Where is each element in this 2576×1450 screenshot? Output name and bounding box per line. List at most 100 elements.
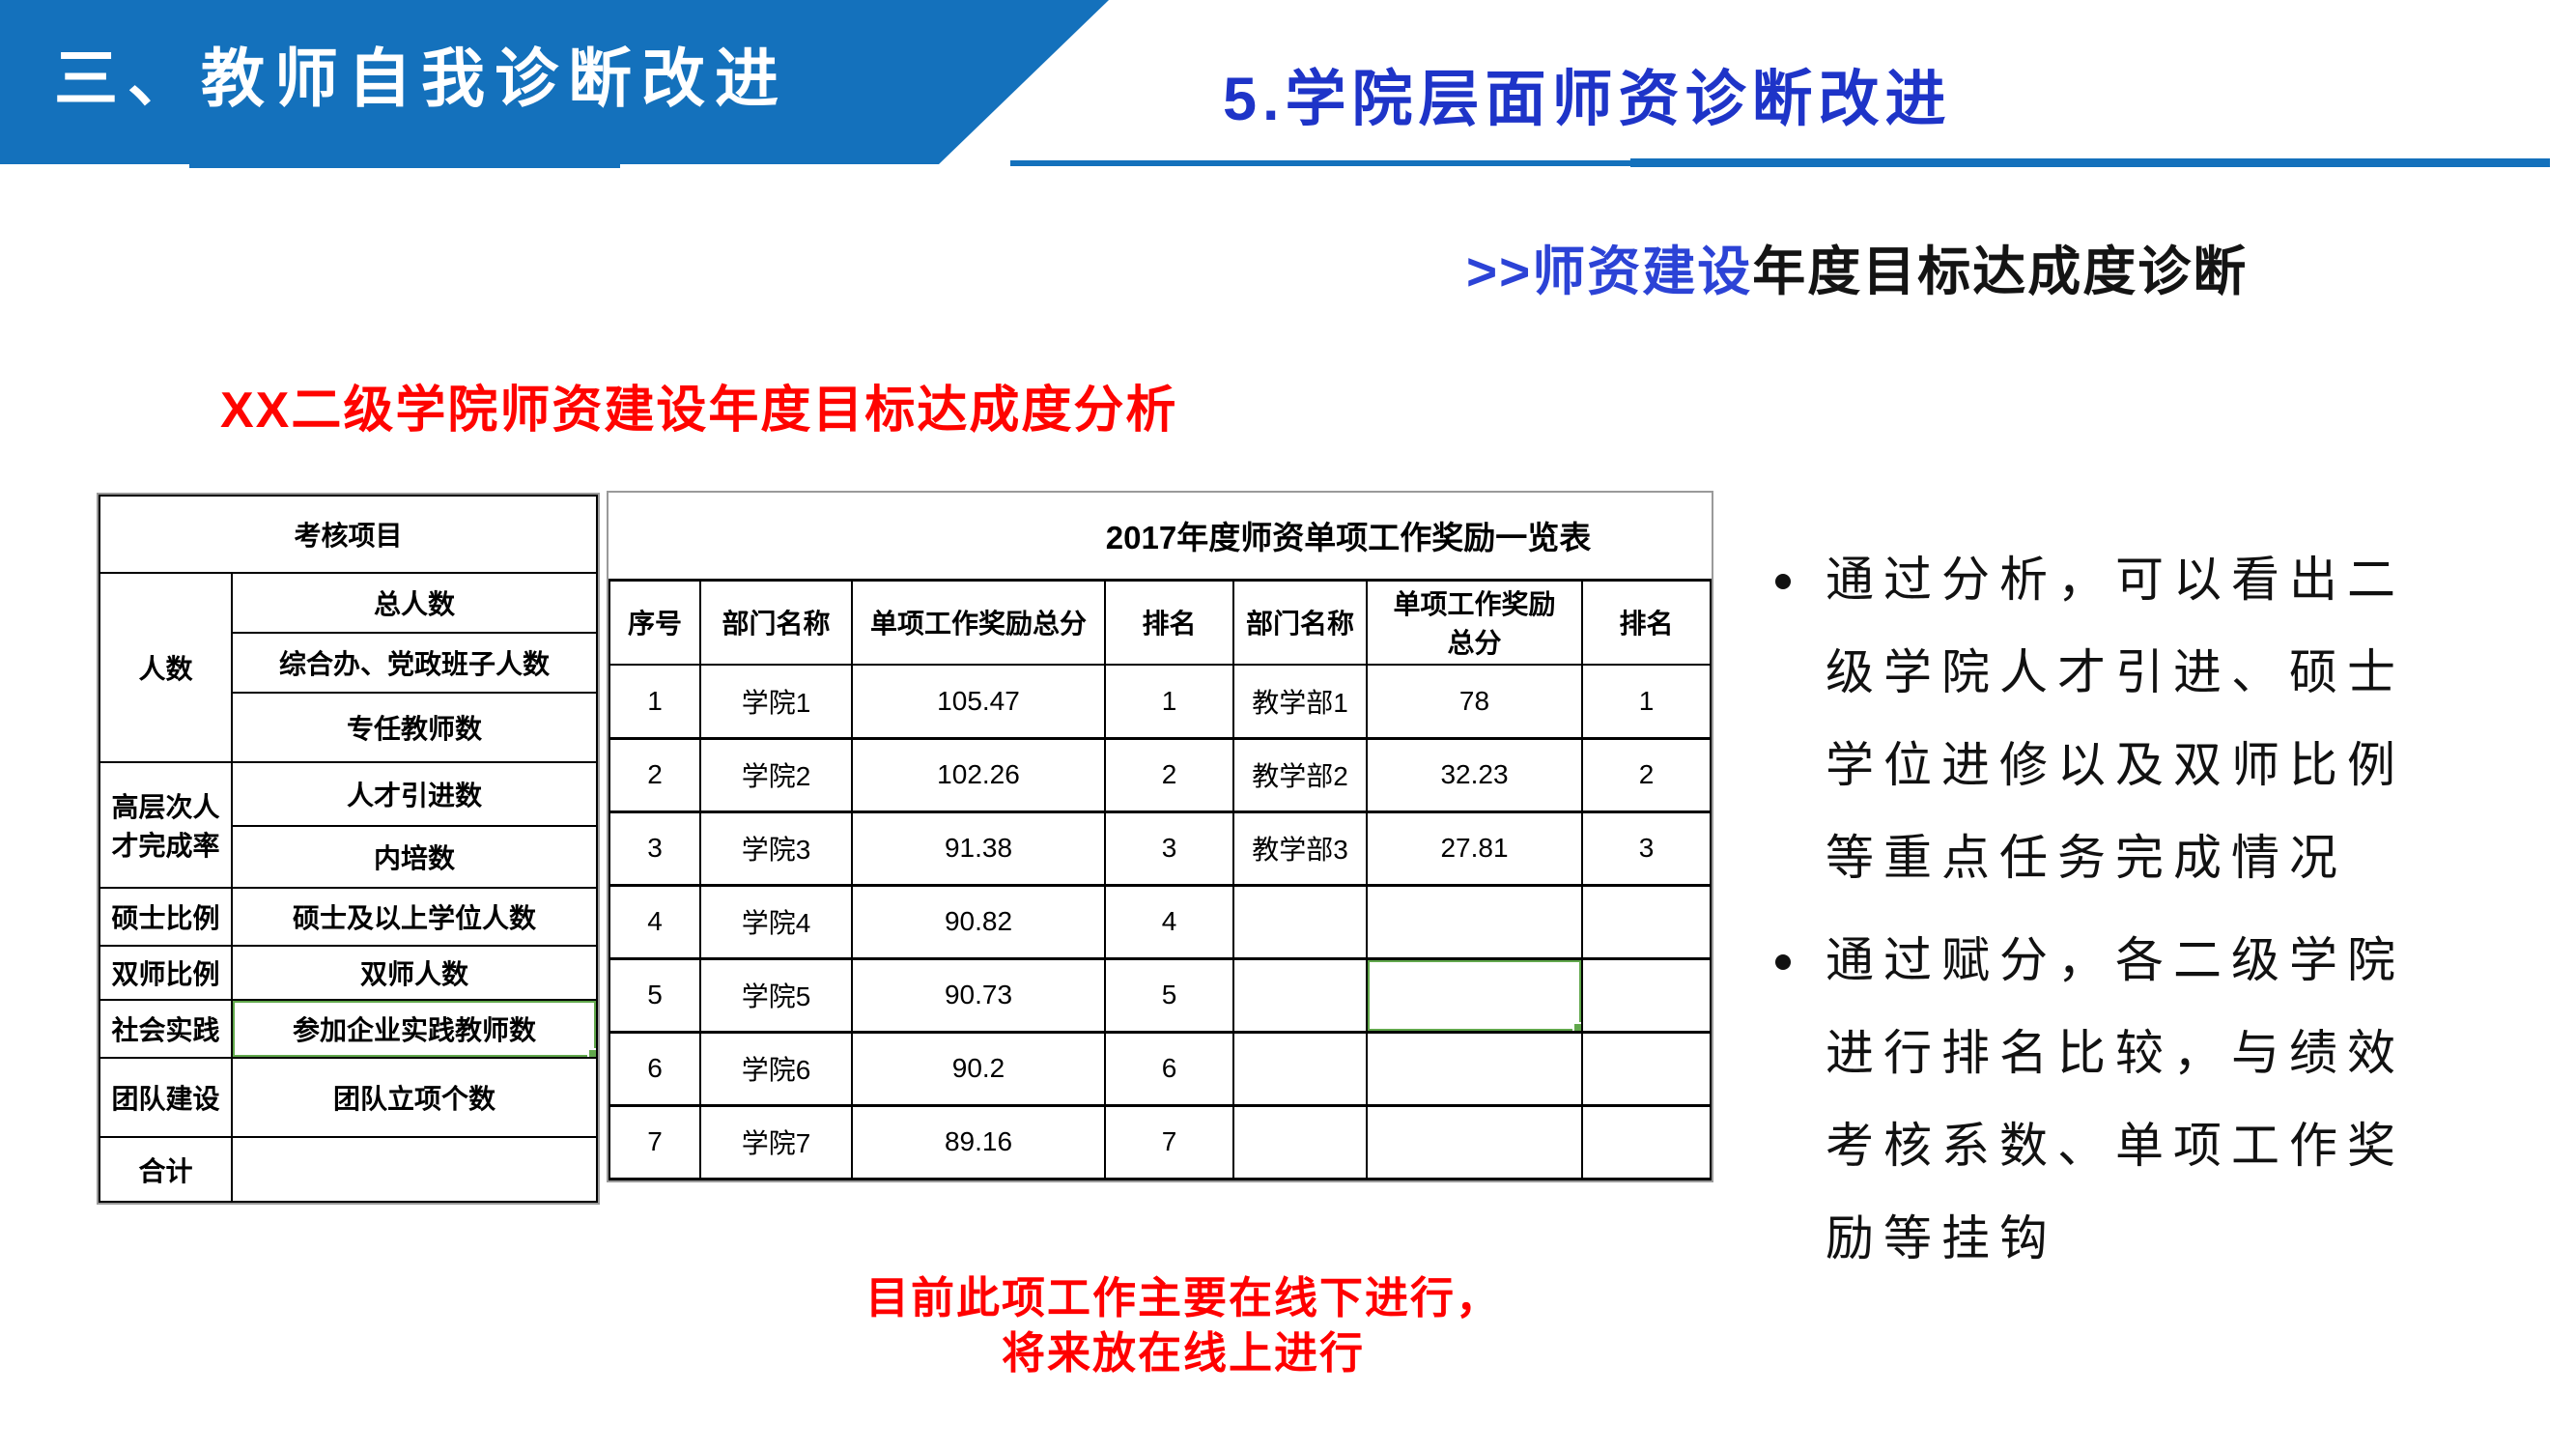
bullet-icon bbox=[1775, 954, 1791, 970]
cell: 2 bbox=[1104, 737, 1234, 813]
cell: 教学部2 bbox=[1232, 737, 1368, 813]
title-underline-right bbox=[1630, 158, 2550, 167]
cell: 学院5 bbox=[699, 957, 853, 1034]
notes-list: 通过分析，可以看出二 级学院人才引进、硕士 学位进修以及双师比例 等重点任务完成… bbox=[1775, 533, 2529, 1285]
cell: 90.73 bbox=[851, 957, 1106, 1034]
col-header-bumen1: 部门名称 bbox=[699, 579, 853, 666]
group-label-shuoshi: 硕士比例 bbox=[99, 887, 233, 947]
cell: 2 bbox=[609, 737, 701, 813]
bullet-text-2: 通过赋分，各二级学院 进行排名比较，与绩效 考核系数、单项工作奖 励等挂钩 bbox=[1826, 933, 2405, 1265]
cell: 5 bbox=[1104, 957, 1234, 1034]
col-header-xuhao: 序号 bbox=[609, 579, 701, 666]
left-table-cell: 专任教师数 bbox=[231, 692, 598, 763]
cell: 105.47 bbox=[851, 664, 1106, 740]
cell: 91.38 bbox=[851, 810, 1106, 887]
banner-title: 三、教师自我诊断改进 bbox=[54, 43, 788, 114]
section-title: 5.学院层面师资诊断改进 bbox=[1223, 66, 1952, 133]
cell: 6 bbox=[609, 1031, 701, 1107]
cell bbox=[1232, 957, 1368, 1034]
left-table-cell: 双师人数 bbox=[231, 945, 598, 1001]
cell bbox=[1232, 884, 1368, 960]
cell: 3 bbox=[1581, 810, 1712, 887]
cell bbox=[1232, 1104, 1368, 1180]
cell: 1 bbox=[609, 664, 701, 740]
col-header-paiming1: 排名 bbox=[1104, 579, 1234, 666]
cell: 7 bbox=[1104, 1104, 1234, 1180]
cell: 90.2 bbox=[851, 1031, 1106, 1107]
analysis-heading: XX二级学院师资建设年度目标达成度分析 bbox=[220, 383, 1178, 439]
group-label-heji: 合计 bbox=[99, 1136, 233, 1203]
table-row: 3 学院3 91.38 3 教学部3 27.81 3 bbox=[609, 810, 1712, 887]
subtitle-rest: 年度目标达成度诊断 bbox=[1752, 242, 2249, 301]
col-header-zongfen2: 单项工作奖励 总分 bbox=[1366, 579, 1583, 666]
cell bbox=[1232, 1031, 1368, 1107]
col-header-zongfen1: 单项工作奖励总分 bbox=[851, 579, 1106, 666]
cell: 27.81 bbox=[1366, 810, 1583, 887]
left-table-header-cell: 考核项目 bbox=[99, 495, 598, 574]
cell: 90.82 bbox=[851, 884, 1106, 960]
cell: 7 bbox=[609, 1104, 701, 1180]
table-row: 2 学院2 102.26 2 教学部2 32.23 2 bbox=[609, 737, 1712, 813]
cell: 1 bbox=[1581, 664, 1712, 740]
cell: 学院3 bbox=[699, 810, 853, 887]
bullet-text-1: 通过分析，可以看出二 级学院人才引进、硕士 学位进修以及双师比例 等重点任务完成… bbox=[1826, 553, 2405, 885]
subtitle-chevrons: >> bbox=[1466, 242, 1533, 301]
cell: 89.16 bbox=[851, 1104, 1106, 1180]
left-table-cell: 团队立项个数 bbox=[231, 1057, 598, 1138]
table-row: 7 学院7 89.16 7 bbox=[609, 1104, 1712, 1180]
list-item: 通过赋分，各二级学院 进行排名比较，与绩效 考核系数、单项工作奖 励等挂钩 bbox=[1775, 914, 2529, 1285]
banner-edge-strip bbox=[189, 157, 620, 168]
group-label-gaocengci: 高层次人 才完成率 bbox=[99, 761, 233, 889]
left-table-cell: 内培数 bbox=[231, 825, 598, 889]
left-table-cell-text: 参加企业实践教师数 bbox=[292, 1015, 536, 1045]
selection-border bbox=[1369, 960, 1580, 1029]
cell: 4 bbox=[1104, 884, 1234, 960]
left-table-cell: 综合办、党政班子人数 bbox=[231, 632, 598, 694]
title-underline-left bbox=[1010, 160, 1638, 166]
subtitle-highlight: 师资建设 bbox=[1532, 242, 1753, 301]
cell: 学院2 bbox=[699, 737, 853, 813]
selected-cell-social-practice: 参加企业实践教师数 bbox=[231, 999, 598, 1059]
cell: 5 bbox=[609, 957, 701, 1034]
cell: 教学部3 bbox=[1232, 810, 1368, 887]
awards-table: 2017年度师资单项工作奖励一览表 序号 部门名称 单项工作奖励总分 排名 部门… bbox=[607, 491, 1713, 1182]
cell bbox=[1581, 884, 1712, 960]
cell: 32.23 bbox=[1366, 737, 1583, 813]
cell: 3 bbox=[609, 810, 701, 887]
cell bbox=[1581, 1104, 1712, 1180]
group-label-shuangshi: 双师比例 bbox=[99, 945, 233, 1001]
col-header-bumen2: 部门名称 bbox=[1232, 579, 1368, 666]
cell: 教学部1 bbox=[1232, 664, 1368, 740]
awards-table-title: 2017年度师资单项工作奖励一览表 bbox=[609, 493, 1711, 582]
cell bbox=[1581, 1031, 1712, 1107]
cell bbox=[1366, 1031, 1583, 1107]
table-row: 4 学院4 90.82 4 bbox=[609, 884, 1712, 960]
selected-cell-empty bbox=[1366, 957, 1583, 1034]
col-header-paiming2: 排名 bbox=[1581, 579, 1712, 666]
cell: 学院6 bbox=[699, 1031, 853, 1107]
bullet-icon bbox=[1775, 574, 1791, 589]
cell: 4 bbox=[609, 884, 701, 960]
table-row: 5 学院5 90.73 5 bbox=[609, 957, 1712, 1034]
cell: 102.26 bbox=[851, 737, 1106, 813]
cell: 学院1 bbox=[699, 664, 853, 740]
subtitle: >>师资建设年度目标达成度诊断 bbox=[1466, 228, 2248, 305]
group-label-tuandui: 团队建设 bbox=[99, 1057, 233, 1138]
table-row: 1 学院1 105.47 1 教学部1 78 1 bbox=[609, 664, 1712, 740]
list-item: 通过分析，可以看出二 级学院人才引进、硕士 学位进修以及双师比例 等重点任务完成… bbox=[1775, 533, 2529, 904]
cell: 学院7 bbox=[699, 1104, 853, 1180]
cell bbox=[1366, 1104, 1583, 1180]
left-table-cell: 硕士及以上学位人数 bbox=[231, 887, 598, 947]
group-label-renshu: 人数 bbox=[99, 572, 233, 763]
cell: 3 bbox=[1104, 810, 1234, 887]
cell bbox=[1366, 884, 1583, 960]
banner-shape bbox=[0, 0, 1109, 164]
group-label-shehuishijian: 社会实践 bbox=[99, 999, 233, 1059]
left-table-cell: 总人数 bbox=[231, 572, 598, 634]
cell: 78 bbox=[1366, 664, 1583, 740]
cell: 6 bbox=[1104, 1031, 1234, 1107]
table-row: 6 学院6 90.2 6 bbox=[609, 1031, 1712, 1107]
cell: 2 bbox=[1581, 737, 1712, 813]
cell bbox=[1581, 957, 1712, 1034]
